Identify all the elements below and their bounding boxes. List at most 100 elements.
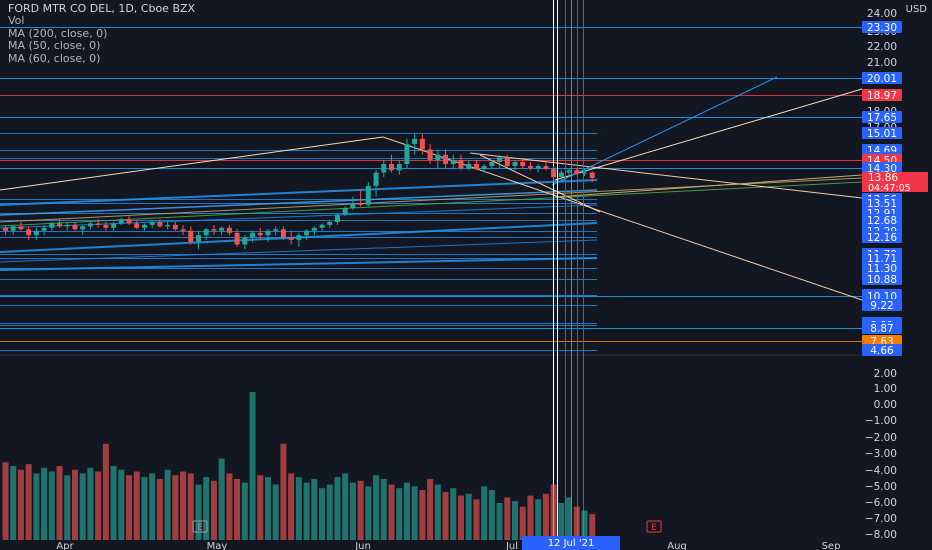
candle-body: [165, 224, 171, 227]
candle-body: [327, 222, 333, 225]
candle-body: [18, 226, 24, 230]
price-tick-label: 2.00: [874, 368, 897, 380]
candle-body: [527, 166, 533, 168]
candle-body: [389, 164, 394, 171]
volume-bar: [79, 473, 86, 540]
candle-body: [72, 224, 78, 230]
volume-bar: [102, 443, 109, 540]
candle-body: [458, 160, 464, 168]
candle-body: [319, 224, 325, 228]
volume-bar: [473, 499, 480, 540]
volume-bar: [64, 475, 71, 540]
volume-bar: [180, 471, 187, 540]
candle-body: [311, 227, 317, 231]
countdown-text: 04:47:05: [868, 183, 911, 194]
volume-bar: [257, 475, 264, 540]
price-tick-label: −1.00: [865, 415, 897, 427]
volume-bar: [25, 464, 32, 540]
volume-bar: [141, 477, 148, 540]
candle-body: [404, 144, 410, 164]
candle-body: [134, 223, 140, 228]
candle-body: [64, 224, 70, 227]
volume-bar: [226, 473, 233, 540]
price-tick-label: −6.00: [865, 497, 897, 509]
volume-bar: [396, 488, 403, 540]
volume-bar: [319, 488, 326, 540]
candle-body: [304, 230, 310, 236]
volume-bar: [558, 503, 565, 540]
volume-bar: [133, 471, 140, 540]
candle-body: [49, 223, 55, 228]
price-tick-label: 1.00: [874, 383, 897, 395]
price-label-badge: [862, 344, 902, 356]
crosshair-time-text: 12 Jul '21: [548, 538, 595, 549]
volume-bar: [272, 484, 279, 540]
volume-bar: [581, 510, 588, 540]
volume-bar: [519, 506, 526, 540]
candle-body: [257, 232, 263, 236]
volume-bar: [566, 497, 573, 540]
candle-body: [412, 138, 418, 145]
candle-body: [219, 227, 225, 231]
volume-bar: [450, 488, 457, 540]
volume-bar: [195, 484, 202, 540]
volume-bar: [373, 475, 380, 540]
trend-line: [551, 76, 778, 186]
volume-bar: [303, 482, 310, 540]
earnings-marker-icon: [646, 520, 662, 533]
candle-body: [26, 229, 32, 236]
price-label-badge: [862, 322, 902, 334]
volume-bar: [249, 392, 256, 540]
candle-body: [589, 172, 595, 178]
crosshair-time-badge: [522, 536, 620, 550]
trend-line: [469, 152, 863, 199]
last-price-text: 13.86: [868, 172, 898, 184]
volume-bar: [33, 473, 40, 540]
price-tick-label: −3.00: [865, 448, 897, 460]
candle-body: [33, 230, 39, 236]
candle-body: [520, 162, 526, 166]
candle-body: [396, 164, 402, 171]
candle-body: [80, 226, 86, 230]
price-label-text: 8.87: [870, 323, 893, 335]
candle-body: [551, 169, 557, 178]
volume-bar: [210, 480, 217, 540]
volume-bar: [164, 469, 171, 540]
candle-body: [226, 227, 232, 233]
time-tick-label: Sep: [822, 541, 841, 550]
candle-body: [296, 235, 302, 240]
volume-bar: [357, 480, 364, 540]
volume-bar: [411, 486, 418, 540]
price-label-text: 15.01: [867, 128, 897, 140]
moving-average-line: [0, 179, 598, 206]
volume-bar: [419, 490, 426, 540]
volume-bar: [156, 478, 163, 540]
volume-bars: [2, 392, 596, 540]
price-tick-label: −2.00: [865, 432, 897, 444]
volume-bar: [241, 482, 248, 540]
price-label-badge: [862, 89, 902, 101]
volume-bar: [342, 473, 349, 540]
price-label-text: 12.16: [867, 232, 897, 244]
volume-bar: [203, 477, 210, 540]
candle-body: [381, 164, 387, 173]
moving-average-line: [0, 181, 863, 227]
volume-bar: [48, 471, 55, 540]
candle-body: [149, 222, 155, 225]
candle-body: [203, 229, 209, 236]
volume-bar: [365, 486, 372, 540]
trend-line: [554, 174, 863, 198]
ma-60-legend: MA (60, close, 0): [8, 51, 101, 65]
candle-body: [574, 170, 580, 174]
volume-bar: [434, 484, 441, 540]
volume-bar: [403, 482, 410, 540]
volume-bar: [427, 478, 434, 540]
candle-body: [103, 224, 109, 228]
volume-bar: [388, 484, 395, 540]
volume-bar: [488, 490, 495, 540]
time-axis: [0, 540, 932, 550]
candle-body: [450, 160, 456, 164]
volume-bar: [95, 471, 102, 540]
candle-body: [250, 232, 256, 238]
